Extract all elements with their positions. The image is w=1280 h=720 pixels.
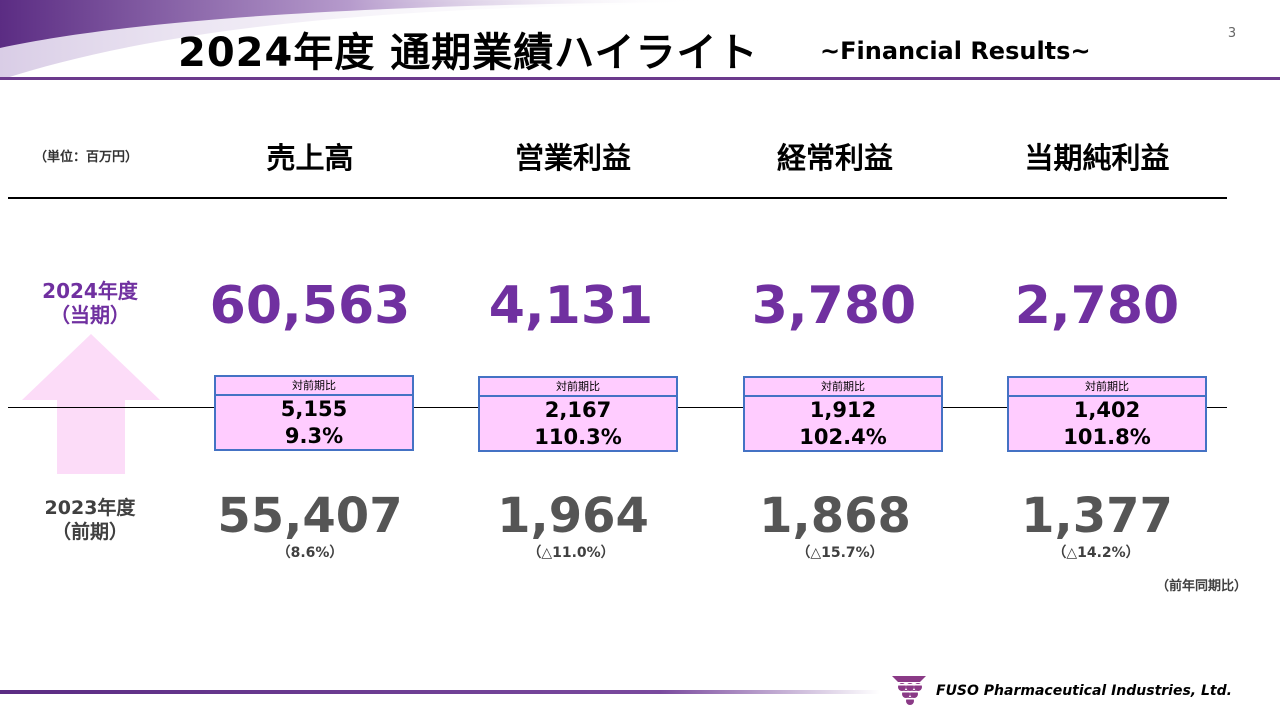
page-title: 2024年度 通期業績ハイライト — [178, 30, 759, 76]
comparison-box-operating-profit: 対前期比 2,167 110.3% — [478, 376, 678, 452]
current-value-operating-profit: 4,131 — [488, 276, 654, 336]
table-top-rule — [8, 197, 1227, 199]
current-period-text: （当期） — [50, 303, 130, 327]
previous-rate-net-income: （△14.2%） — [1052, 545, 1140, 561]
current-value-net-sales: 60,563 — [209, 276, 411, 336]
page-subtitle: ~Financial Results~ — [820, 37, 1091, 65]
comparison-label: 対前期比 — [216, 377, 412, 396]
comparison-label: 対前期比 — [480, 378, 676, 397]
comparison-box-net-income: 対前期比 1,402 101.8% — [1007, 376, 1207, 452]
comparison-diff: 2,167 — [544, 398, 612, 422]
unit-label: （単位：百万円） — [34, 150, 139, 165]
previous-year-text: 2023年度 — [44, 497, 136, 519]
current-year-text: 2024年度 — [42, 279, 138, 303]
company-name: FUSO Pharmaceutical Industries, Ltd. — [936, 683, 1232, 699]
company-logo-icon — [892, 676, 926, 705]
column-heading-net-income: 当期純利益 — [1024, 141, 1170, 175]
comparison-label: 対前期比 — [745, 378, 941, 397]
comparison-diff: 1,912 — [809, 398, 877, 422]
comparison-box-ordinary-profit: 対前期比 1,912 102.4% — [743, 376, 943, 452]
previous-value-operating-profit: 1,964 — [497, 488, 649, 544]
comparison-label: 対前期比 — [1009, 378, 1205, 397]
previous-rate-net-sales: （8.6%） — [276, 545, 344, 561]
comparison-rate: 101.8% — [1063, 425, 1151, 449]
comparison-rate: 102.4% — [799, 425, 887, 449]
page-number: 3 — [1227, 26, 1237, 41]
previous-year-label: 2023年度 （前期） — [20, 496, 160, 544]
current-value-net-income: 2,780 — [1014, 276, 1180, 336]
current-value-ordinary-profit: 3,780 — [751, 276, 917, 336]
corner-swoosh-decoration — [0, 0, 700, 80]
comparison-rate: 9.3% — [284, 424, 344, 448]
comparison-diff: 1,402 — [1073, 398, 1141, 422]
previous-value-net-income: 1,377 — [1021, 488, 1173, 544]
comparison-diff: 5,155 — [280, 397, 348, 421]
header-divider — [0, 77, 1280, 80]
yoy-note: （前年同期比） — [1156, 579, 1248, 594]
column-heading-operating-profit: 営業利益 — [514, 141, 631, 175]
previous-value-ordinary-profit: 1,868 — [759, 488, 911, 544]
up-arrow-icon — [22, 334, 160, 474]
previous-rate-ordinary-profit: （△15.7%） — [796, 545, 884, 561]
previous-rate-operating-profit: （△11.0%） — [527, 545, 615, 561]
previous-value-net-sales: 55,407 — [217, 488, 403, 544]
footer-divider — [0, 690, 880, 694]
column-heading-net-sales: 売上高 — [266, 141, 354, 175]
previous-period-text: （前期） — [51, 521, 128, 543]
current-year-label: 2024年度 （当期） — [20, 279, 160, 327]
comparison-rate: 110.3% — [534, 425, 622, 449]
column-heading-ordinary-profit: 経常利益 — [776, 141, 893, 175]
comparison-box-net-sales: 対前期比 5,155 9.3% — [214, 375, 414, 451]
